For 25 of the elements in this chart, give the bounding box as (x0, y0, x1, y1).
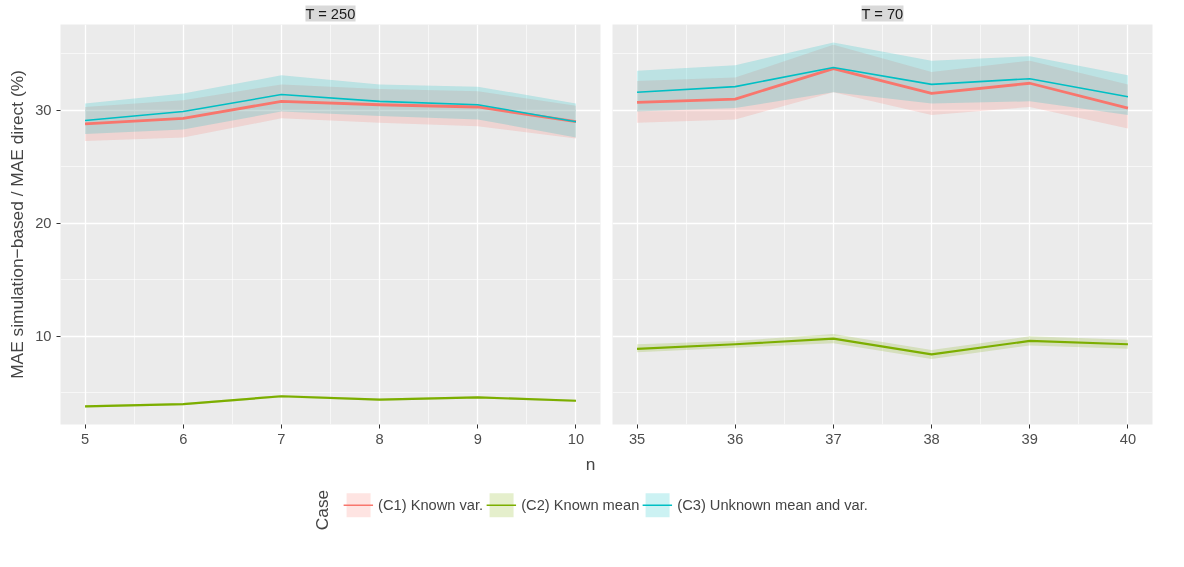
x-axis-title: n (585, 453, 596, 474)
legend-title: Case (312, 489, 334, 530)
x-tick-label: 10 (567, 430, 585, 447)
x-tick-label: 37 (825, 430, 842, 447)
y-axis-title: MAE simulation−based / MAE direct (%) (7, 70, 28, 379)
x-tick-label: 9 (473, 430, 482, 447)
legend-label: (C1) Known var. (378, 496, 484, 513)
x-tick-label: 5 (80, 430, 90, 447)
x-tick-label: 38 (923, 430, 940, 447)
y-tick-label: 20 (35, 215, 52, 232)
x-tick-label: 35 (628, 430, 646, 447)
legend-label: (C3) Unknown mean and var. (677, 496, 868, 513)
chart-title: T = 70 (861, 5, 904, 22)
line-series (84, 93, 577, 123)
y-tick-label: 30 (35, 102, 52, 119)
x-tick-label: 40 (1119, 430, 1137, 447)
x-tick-label: 6 (179, 430, 188, 447)
y-tick-label: 10 (35, 328, 52, 345)
x-tick-label: 8 (375, 430, 384, 447)
legend-label: (C2) Known mean (521, 496, 640, 513)
x-tick-label: 7 (277, 430, 286, 447)
x-tick-label: 39 (1021, 430, 1038, 447)
x-tick-label: 36 (727, 430, 744, 447)
line-series (83, 99, 578, 126)
chart-title: T = 250 (305, 5, 356, 22)
